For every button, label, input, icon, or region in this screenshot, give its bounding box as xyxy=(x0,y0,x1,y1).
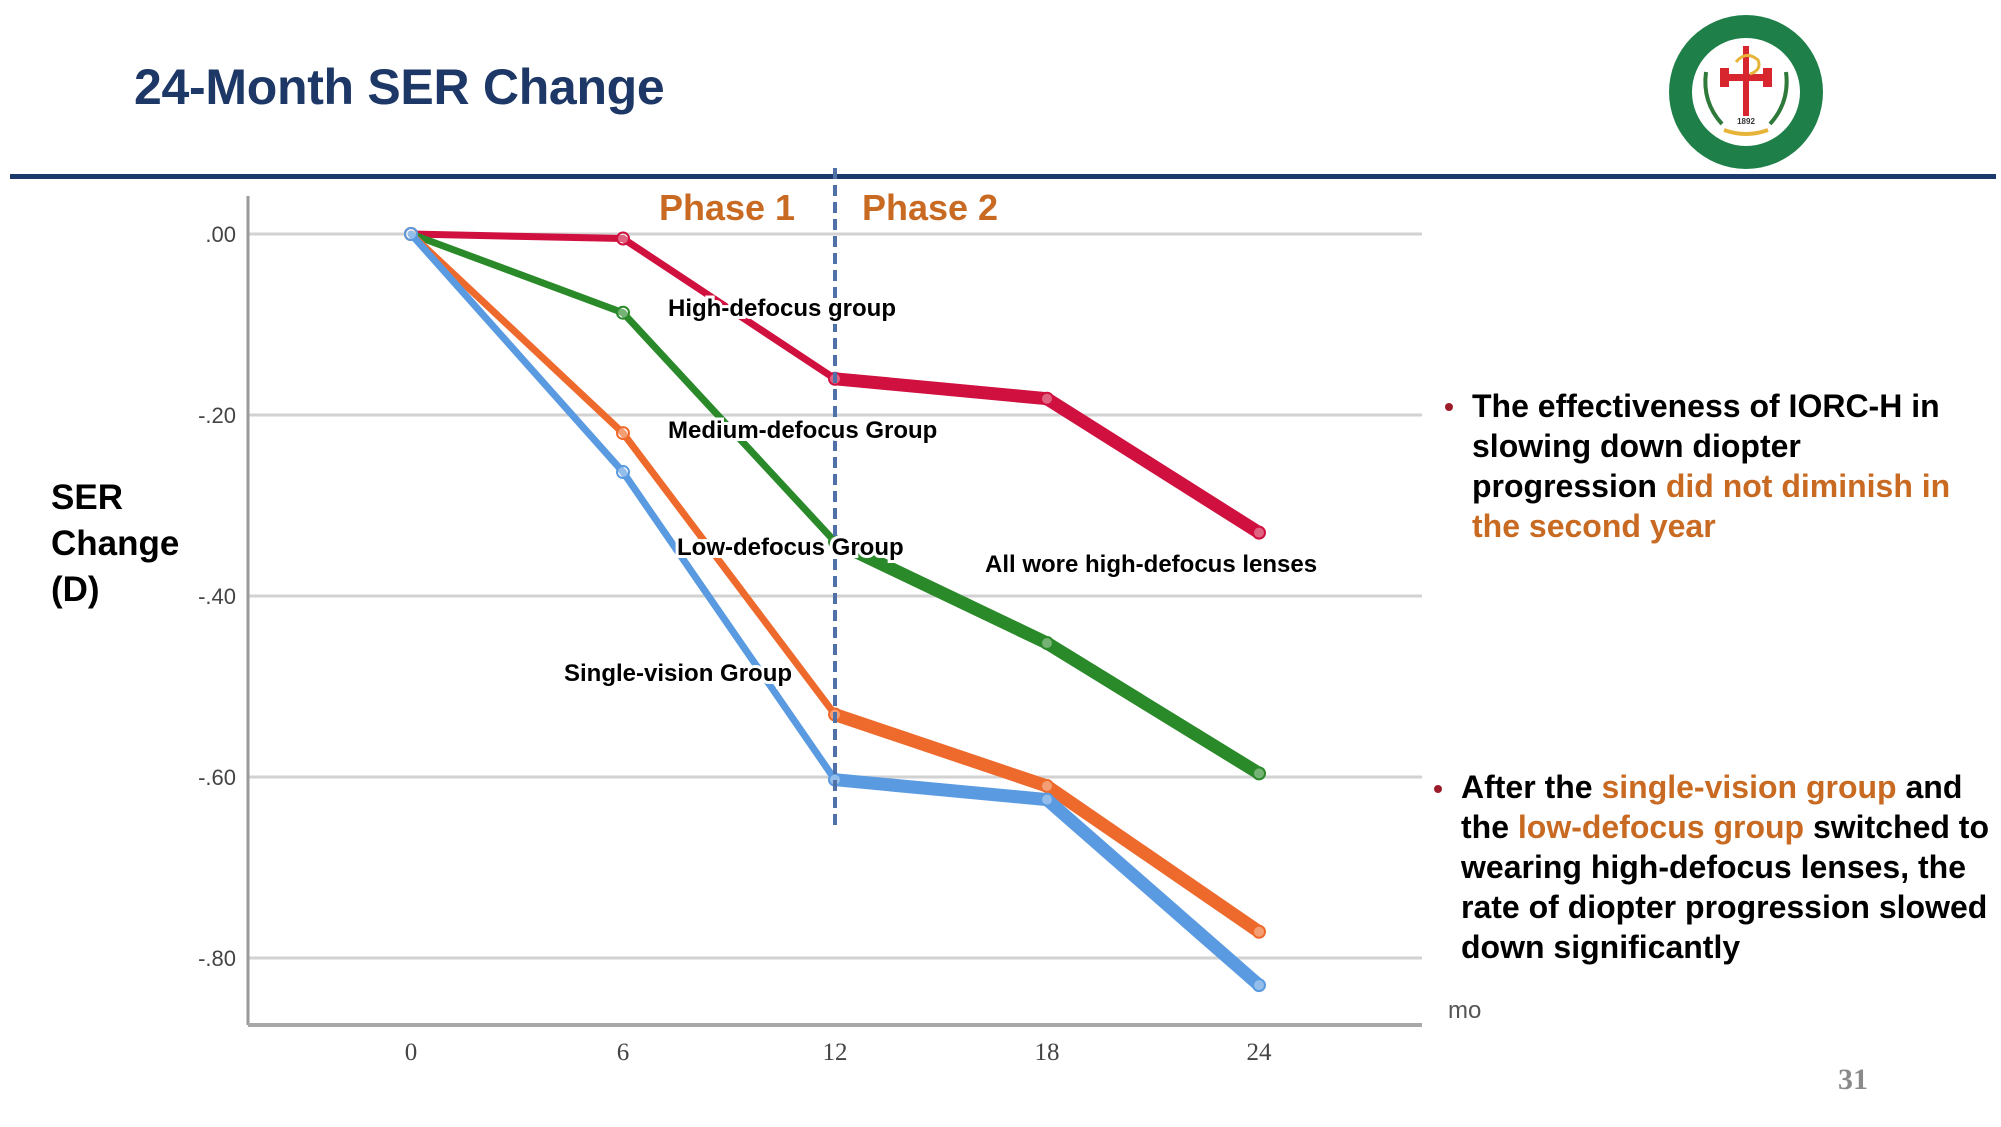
data-point xyxy=(616,465,630,480)
logo-crossbar-end xyxy=(1720,68,1729,87)
series-segment xyxy=(619,468,839,784)
logo-laurel-left xyxy=(1703,71,1724,126)
logo-ribbon xyxy=(1723,128,1769,136)
annotation-all-wore-high-defocus: All wore high-defocus lenses xyxy=(985,551,1317,578)
bullet-dot-icon xyxy=(1434,785,1442,793)
y-axis-title: SER Change (D) xyxy=(51,475,179,613)
data-point xyxy=(616,231,630,246)
y-tick-label: -.60 xyxy=(198,765,236,790)
x-tick-label: 24 xyxy=(1247,1039,1273,1066)
page-number: 31 xyxy=(1838,1063,1868,1096)
phase-1-label: Phase 1 xyxy=(659,187,795,228)
x-tick-label: 18 xyxy=(1035,1039,1060,1066)
series-segment xyxy=(1040,636,1266,780)
series-label: Low-defocus Group xyxy=(677,534,904,561)
series-segment xyxy=(1040,793,1266,992)
series-label: Single-vision Group xyxy=(564,660,792,687)
slide-title: 24-Month SER Change xyxy=(134,59,665,115)
hospital-logo: 1892 xyxy=(1669,15,1823,169)
y-tick-label: -.20 xyxy=(198,403,236,428)
series-segment xyxy=(619,309,839,546)
header-divider xyxy=(10,174,1996,179)
series-segment xyxy=(828,708,1054,793)
bullet-highlight-text: low-defocus group xyxy=(1517,809,1805,845)
data-point xyxy=(1252,525,1266,540)
x-axis-unit-label: mo xyxy=(1448,997,1481,1024)
bullet-dot-icon xyxy=(1445,403,1453,411)
series-segment xyxy=(828,773,1054,807)
series-lines xyxy=(404,227,1266,993)
data-point xyxy=(1040,792,1054,807)
series-segment xyxy=(619,429,839,719)
y-axis-ticks: .00 -.20 -.40 -.60 -.80 xyxy=(198,222,236,971)
bullet-point-2: After the single-vision group and the lo… xyxy=(1434,767,2001,967)
series-segment xyxy=(828,372,1054,406)
data-point xyxy=(404,227,418,241)
x-tick-label: 0 xyxy=(405,1039,418,1066)
series-high-defocus-group xyxy=(404,227,1266,540)
series-segment xyxy=(407,230,627,243)
series-single-vision-group xyxy=(404,227,1266,993)
logo-crossbar xyxy=(1722,74,1770,81)
y-tick-label: -.40 xyxy=(198,584,236,609)
data-point xyxy=(1040,636,1054,651)
y-tick-label: -.80 xyxy=(198,946,236,971)
series-low-defocus-group xyxy=(404,227,1266,939)
series-segment xyxy=(1040,779,1266,939)
series-segment xyxy=(407,230,627,317)
x-tick-label: 6 xyxy=(617,1039,630,1066)
series-medium-defocus-group xyxy=(404,227,1266,781)
y-tick-label: .00 xyxy=(205,222,236,247)
bullet-text: After the xyxy=(1461,769,1602,805)
series-segment xyxy=(407,230,627,476)
logo-laurel-right xyxy=(1768,71,1789,126)
series-label: High-defocus group xyxy=(668,295,896,322)
y-axis-title-line: SER xyxy=(51,478,123,517)
data-point xyxy=(1040,391,1054,406)
data-point xyxy=(1252,924,1266,939)
series-segment xyxy=(619,235,839,383)
data-point xyxy=(1252,978,1266,993)
data-point xyxy=(1040,779,1054,794)
bullet-highlight-text: did not diminish in the second year xyxy=(1472,468,1951,544)
data-point xyxy=(616,426,630,441)
y-axis-title-line: Change xyxy=(51,524,180,563)
bullet-point-1: The effectiveness of IORC-H in slowing d… xyxy=(1445,386,1992,546)
logo-serpent xyxy=(1734,54,1761,76)
series-segment xyxy=(828,535,1054,650)
logo-crossbar-end xyxy=(1763,68,1772,87)
bullet-text: The effectiveness of IORC-H in slowing d… xyxy=(1472,388,1940,504)
x-tick-label: 12 xyxy=(823,1039,848,1066)
series-labels: High-defocus group Medium-defocus Group Lo… xyxy=(561,292,940,690)
series-segment xyxy=(1040,392,1266,540)
bullet-text: and the xyxy=(1461,769,1963,845)
bullet-highlight-text: single-vision group xyxy=(1601,769,1897,805)
data-point xyxy=(616,305,630,320)
series-label: Medium-defocus Group xyxy=(668,417,937,444)
logo-year: 1892 xyxy=(1737,117,1755,126)
phase-2-label: Phase 2 xyxy=(862,187,998,228)
x-axis-ticks: 0 6 12 18 24 xyxy=(405,1039,1272,1066)
data-point xyxy=(1252,766,1266,781)
y-axis-title-line: (D) xyxy=(51,570,100,609)
series-segment xyxy=(407,230,627,437)
bullet-text: switched to wearing high-defocus lenses,… xyxy=(1461,809,1989,965)
